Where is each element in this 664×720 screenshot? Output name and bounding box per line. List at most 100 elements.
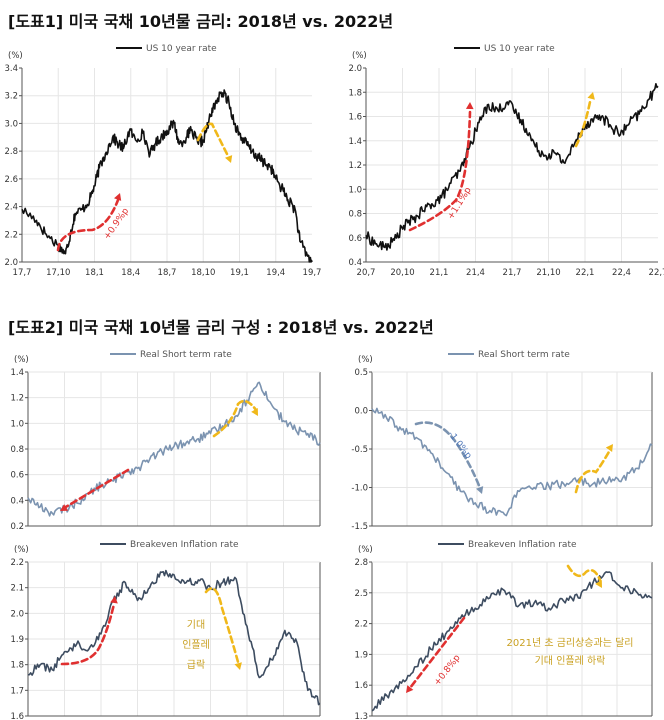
chart-real-2018: 0.2 0.4 0.6 0.8 1.0 1.2 1.4 (%) Real Short term … [10,350,321,532]
up-arrow-gold-head [605,444,613,452]
down-arrow-gold [204,587,240,664]
annotation-label: -1.0%p [446,430,474,461]
chart-bei-2018: 1.6 1.7 1.8 1.9 2.0 2.1 2.2 (%) Breakeven Inflat… [10,540,321,720]
up-arrow-red-head [113,193,122,201]
annotation-label: 2021년 초 금리상승과는 달리 [507,637,634,649]
y-tick-label: 2.6 [4,175,18,185]
x-tick-label: 19,4 [266,268,285,278]
y-tick-label: 2.0 [348,64,362,74]
y-tick-label: 2.0 [4,258,18,268]
y-tick-label: 3.2 [4,92,18,102]
y-tick-label: 1.4 [10,368,24,378]
annotation-label: +0.9%p [102,206,131,242]
y-tick-label: 2.8 [354,558,368,568]
legend-label: US 10 year rate [484,44,555,54]
y-tick-label: 2.8 [4,147,18,157]
up-arrow-red [408,110,472,232]
y-tick-label: 2.2 [4,230,18,240]
up-arrow-gold [574,100,592,148]
y-tick-label: 0.8 [10,445,24,455]
y-tick-label: 0.0 [354,407,368,417]
down-arrow-gold [196,122,230,158]
y-tick-label: 1.0 [348,185,362,195]
y-tick-label: 1.6 [10,712,24,720]
chart-us10y-2018: 2.0 2.2 2.4 2.6 2.8 3.0 3.2 3.4 17,7 17,10 18,1 18,… [4,44,322,278]
up-arrow-red-head [60,504,68,511]
y-tick-label: 1.9 [354,650,368,660]
y-tick-label: 0.4 [348,258,362,268]
down-arrow-red-head [406,685,414,693]
up-arrow-red-head [465,102,474,110]
x-tick-label: 19,1 [230,268,249,278]
y-tick-label: 1.8 [10,661,24,671]
unit-label: (%) [358,545,373,555]
y-tick-label: 1.6 [348,113,362,123]
x-tick-label: 22,1 [576,268,595,278]
x-tick-label: 18,10 [191,268,215,278]
y-tick-label: 0.2 [10,522,24,532]
series-line [365,82,659,251]
up-arrow-red [56,198,120,252]
legend-label: Breakeven Inflation rate [468,540,577,550]
legend-label: Real Short term rate [140,350,232,360]
up-arrow-red-head [110,596,118,604]
annotation-label: 급락 [187,659,205,671]
gold-arrow [566,564,602,582]
y-tick-label: 2.0 [10,609,24,619]
down-arrow-red [408,616,466,690]
y-tick-label: 1.4 [348,137,362,147]
y-tick-label: 1.0 [10,419,24,429]
annotation-label: 기대 [187,619,205,631]
y-tick-label: 2.2 [10,558,24,568]
y-tick-label: 0.6 [10,471,24,481]
y-tick-label: 1.3 [354,712,368,720]
chart-us10y-2022: 0.4 0.6 0.8 1.0 1.2 1.4 1.6 1.8 2.0 20,7 20,10 21,1… [348,44,664,278]
up-arrow-red [60,602,116,666]
unit-label: (%) [14,355,29,365]
y-tick-label: 0.4 [10,496,24,506]
chart-real-2022: -1.5 -1.0 -0.5 0.0 0.5 (%) Real Short term rat… [351,350,653,532]
y-tick-label: 1.9 [10,635,24,645]
legend-label: Breakeven Inflation rate [130,540,239,550]
x-tick-label: 19,7 [303,268,322,278]
gold-arrow-head [595,580,602,588]
y-tick-label: 3.0 [4,119,18,129]
down-arrow-blue [414,421,482,490]
y-tick-label: -1.5 [351,522,368,532]
unit-label: (%) [358,355,373,365]
y-tick-label: 0.5 [354,368,368,378]
y-tick-label: 2.1 [10,584,24,594]
annotation-label: 기대 인플레 하락 [535,654,606,667]
y-tick-label: 2.5 [354,589,368,599]
x-tick-label: 20,7 [357,268,376,278]
unit-label: (%) [14,545,29,555]
x-tick-label: 21,4 [466,268,485,278]
y-tick-label: 1.6 [354,681,368,691]
annotation-label: 인플레 [182,639,210,651]
y-tick-label: 1.2 [348,161,362,171]
annotation-label: +0.8%p [432,653,462,688]
down-arrow-gold-head [224,155,233,163]
y-tick-label: 0.8 [348,210,362,220]
figure1-title: [도표1] 미국 국채 10년물 금리: 2018년 vs. 2022년 [8,12,394,31]
figure2-title: [도표2] 미국 국채 10년물 금리 구성 : 2018년 vs. 2022년 [8,318,434,337]
series-line [21,89,313,263]
y-tick-label: 2.2 [354,620,368,630]
gold-arrow-head [251,408,258,416]
y-tick-label: -1.0 [351,484,368,494]
down-arrow-blue-head [475,486,484,494]
series-line [27,569,321,706]
y-tick-label: 1.8 [348,88,362,98]
x-tick-label: 20,10 [390,268,414,278]
chart-bei-2022: 1.3 1.6 1.9 2.2 2.5 2.8 (%) Breakeven Inflation… [354,540,653,720]
up-arrow-red [62,468,130,510]
legend-label: Real Short term rate [478,350,570,360]
unit-label: (%) [352,51,367,61]
x-tick-label: 17,7 [13,268,32,278]
y-tick-label: 1.2 [10,394,24,404]
up-arrow-gold [574,448,612,494]
x-tick-label: 21,10 [536,268,560,278]
series-line [371,407,653,517]
gold-arrow [212,399,258,438]
x-tick-label: 18,1 [85,268,104,278]
